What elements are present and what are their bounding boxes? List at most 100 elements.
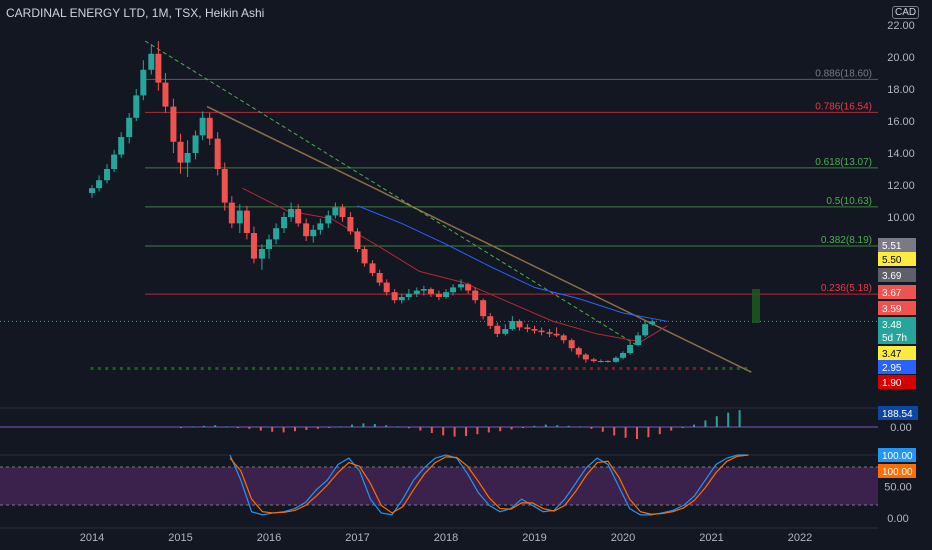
x-axis-tick-label: 2018 — [434, 532, 458, 544]
oscillator-bar — [339, 426, 342, 428]
signal-dot — [619, 367, 623, 370]
signal-dot — [259, 367, 263, 370]
fib-level-label: 0.786(16.54) — [815, 101, 872, 112]
signal-dot — [332, 367, 336, 370]
signal-dot — [413, 367, 417, 370]
oscillator-bar — [715, 416, 718, 427]
signal-dot — [626, 367, 630, 370]
signal-dot — [670, 367, 674, 370]
candle-body — [148, 53, 155, 70]
candle-body — [398, 297, 405, 301]
moving-average-red — [242, 187, 668, 343]
signal-dot — [178, 367, 182, 370]
currency-label[interactable]: CAD — [892, 6, 920, 19]
chart-title: CARDINAL ENERGY LTD, 1M, TSX, Heikin Ash… — [6, 6, 265, 20]
oscillator-bar — [636, 427, 638, 439]
signal-dot — [399, 367, 403, 370]
signal-dot — [362, 367, 366, 370]
signal-dot — [193, 367, 197, 370]
oscillator-bar — [271, 427, 274, 432]
fib-level-label: 0.236(5.18) — [821, 283, 872, 294]
oscillator-bar — [316, 427, 319, 429]
signal-dot — [692, 367, 696, 370]
x-axis-tick-label: 2019 — [522, 532, 546, 544]
candle-body — [126, 117, 133, 137]
oscillator-bar — [385, 425, 388, 427]
candle-body — [317, 223, 324, 230]
candle-body — [354, 231, 361, 249]
signal-dot — [648, 367, 652, 370]
signal-dot — [714, 367, 718, 370]
x-axis-tick-label: 2021 — [699, 532, 723, 544]
signal-dot — [575, 367, 579, 370]
price-tag — [878, 252, 916, 266]
candle-body — [214, 138, 221, 169]
price-tag-label: 3.47 — [882, 349, 902, 360]
candle-body — [332, 207, 339, 216]
oscillator-bar — [191, 426, 194, 428]
oscillator-bar — [590, 427, 593, 429]
signal-dot — [369, 367, 373, 370]
candle-body — [177, 141, 184, 163]
oscillator-tag — [878, 406, 918, 420]
price-tag-label: 3.69 — [882, 271, 902, 282]
candle-body — [649, 321, 656, 325]
signal-dot — [443, 367, 447, 370]
oscillator-bar — [476, 427, 479, 435]
fib-level-label: 0.618(13.07) — [815, 157, 872, 168]
price-tag — [878, 360, 916, 374]
oscillator-bar — [259, 427, 262, 431]
signal-dot — [303, 367, 307, 370]
signal-dot — [523, 367, 527, 370]
signal-dot — [119, 367, 123, 370]
price-tag-label: 3.67 — [882, 288, 902, 299]
signal-dot — [457, 367, 461, 370]
candle-body — [458, 284, 465, 288]
candle-body — [310, 229, 317, 237]
signal-dot — [435, 367, 439, 370]
signal-dot — [127, 367, 131, 370]
fib-level-label: 0.382(8.19) — [821, 235, 872, 246]
oscillator-bar — [499, 427, 502, 432]
signal-dot — [516, 367, 520, 370]
candle-body — [480, 300, 487, 317]
signal-dot — [501, 367, 505, 370]
signal-dot — [700, 367, 704, 370]
candle-body — [494, 325, 501, 334]
candle-body — [236, 210, 243, 224]
signal-dot — [296, 367, 300, 370]
signal-dot — [244, 367, 248, 370]
oscillator-bar — [658, 427, 661, 435]
oscillator-bar — [442, 427, 445, 436]
candle-body — [325, 215, 332, 224]
candle-body — [140, 69, 147, 96]
candle-body — [133, 95, 140, 118]
signal-dot — [97, 367, 101, 370]
signal-dot — [222, 367, 226, 370]
y-axis-tick-label: 20.00 — [887, 52, 915, 64]
signal-dot — [281, 367, 285, 370]
price-tag — [878, 238, 916, 252]
y-axis-tick-label: 18.00 — [887, 84, 915, 96]
oscillator-bar — [465, 427, 467, 436]
x-axis-tick-label: 2016 — [257, 532, 281, 544]
oscillator-bar — [305, 427, 308, 430]
signal-dot — [237, 367, 241, 370]
signal-dot — [553, 367, 557, 370]
oscillator-bar — [704, 420, 707, 427]
oscillator-bar — [738, 410, 741, 427]
fib-level-label: 0.886(18.60) — [815, 68, 872, 79]
signal-dot — [215, 367, 219, 370]
candle-body — [155, 53, 162, 83]
signal-dot — [685, 367, 689, 370]
signal-dot — [465, 367, 469, 370]
signal-dot — [406, 367, 410, 370]
price-tag-label: 2.95 — [882, 363, 902, 374]
candle-body — [273, 228, 280, 240]
signal-dot — [384, 367, 388, 370]
oscillator-bar — [282, 427, 285, 433]
oscillator-bar — [408, 427, 410, 429]
stochastic-line — [229, 454, 749, 515]
price-tag-label: 3.48 — [882, 320, 902, 331]
